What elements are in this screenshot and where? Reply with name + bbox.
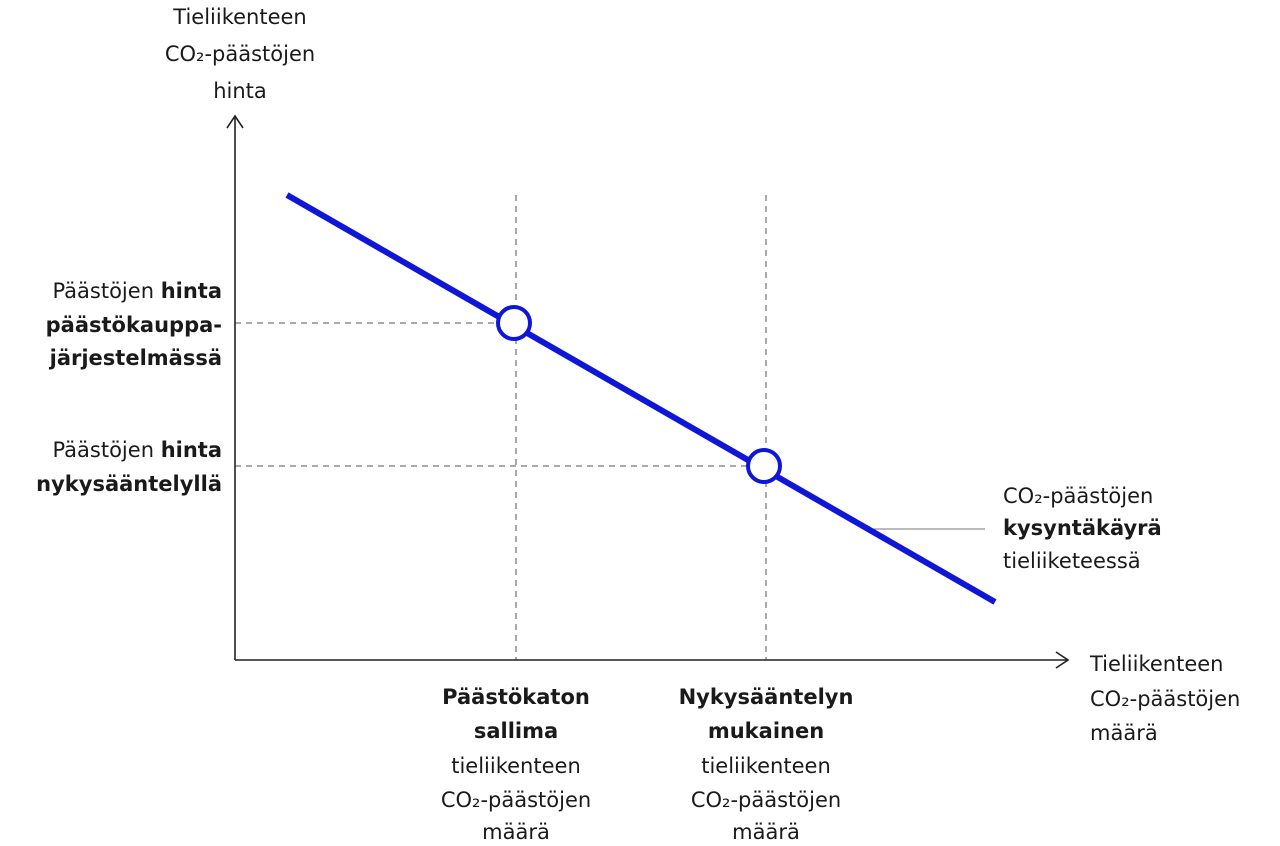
- label-line: CO₂-päästöjen: [441, 788, 591, 812]
- label-text: CO₂-päästöjen: [1003, 484, 1153, 508]
- label-line: Nykysääntelyn: [679, 685, 854, 709]
- label-text: päästökauppa-: [46, 313, 222, 337]
- axes: [226, 114, 1070, 669]
- equilibrium-point: [496, 305, 532, 341]
- quantity-current: Nykysääntelyn mukainen tieliikenteen CO₂-pä…: [679, 685, 854, 844]
- label-line: nykysääntelyllä: [36, 472, 222, 496]
- demand-curve: CO₂-päästöjen kysyntäkäyrä tieliiketeessä: [1003, 484, 1162, 573]
- label-line: tieliikenteen: [451, 754, 581, 778]
- price-ets: Päästöjen hinta päästökauppa-järjestelmäs…: [46, 279, 222, 370]
- y-axis-label: Tieliikenteen CO₂-päästöjen hinta: [165, 5, 315, 103]
- label-line: CO₂-päästöjen: [1090, 687, 1240, 711]
- label-text: hinta: [213, 79, 267, 103]
- x-axis-label: Tieliikenteen CO₂-päästöjen määrä: [1089, 652, 1240, 745]
- label-text: määrä: [482, 820, 550, 842]
- label-line: Päästöjen hinta: [52, 438, 222, 462]
- label-text: hinta: [161, 279, 222, 303]
- label-text: Päästöjen: [52, 279, 154, 303]
- label-line: Päästöjen hinta: [52, 279, 222, 303]
- label-text: CO₂-päästöjen: [1090, 687, 1240, 711]
- label-line: CO₂-päästöjen: [165, 42, 315, 66]
- label-line: Tieliikenteen: [1089, 652, 1223, 676]
- y-axis-arrow: [226, 114, 244, 129]
- label-text: mukainen: [708, 719, 824, 743]
- label-line: määrä: [732, 820, 800, 842]
- label-text: määrä: [732, 820, 800, 842]
- label-text: kysyntäkäyrä: [1003, 516, 1162, 540]
- x-axis-arrow: [1055, 651, 1070, 669]
- label-line: CO₂-päästöjen: [1003, 484, 1153, 508]
- demand-curve: [285, 192, 997, 605]
- label-line: mukainen: [708, 719, 824, 743]
- label-text: sallima: [474, 719, 558, 743]
- label-text: määrä: [1090, 721, 1158, 745]
- label-text: hinta: [161, 438, 222, 462]
- label-line: Päästökaton: [442, 685, 590, 709]
- label-line: Tieliikenteen: [172, 5, 306, 29]
- label-line: tieliikenteen: [701, 754, 831, 778]
- label-text: järjestelmässä: [49, 346, 222, 370]
- label-line: CO₂-päästöjen: [691, 788, 841, 812]
- label-text: CO₂-päästöjen: [441, 788, 591, 812]
- label-line: määrä: [1090, 721, 1158, 745]
- label-text: nykysääntelyllä: [36, 472, 222, 496]
- label-text: tieliikenteen: [701, 754, 831, 778]
- label-text: Päästökaton: [442, 685, 590, 709]
- label-text: Tieliikenteen: [1089, 652, 1223, 676]
- label-text: tieliiketeessä: [1003, 549, 1141, 573]
- guide-lines: [235, 195, 767, 660]
- label-line: sallima: [474, 719, 558, 743]
- price-current: Päästöjen hinta nykysääntelyllä: [36, 438, 222, 496]
- label-text: Päästöjen: [52, 438, 154, 462]
- label-line: hinta: [213, 79, 267, 103]
- label-text: Nykysääntelyn: [679, 685, 854, 709]
- quantity-cap: Päästökaton sallima tieliikenteen CO₂-pääst…: [441, 685, 591, 844]
- label-text: CO₂-päästöjen: [165, 42, 315, 66]
- label-text: tieliikenteen: [451, 754, 581, 778]
- label-line: päästökauppa-: [46, 313, 222, 337]
- label-line: määrä: [482, 820, 550, 842]
- equilibrium-point: [746, 448, 782, 484]
- label-line: kysyntäkäyrä: [1003, 516, 1162, 540]
- label-line: järjestelmässä: [49, 346, 222, 370]
- label-text: CO₂-päästöjen: [691, 788, 841, 812]
- label-text: Tieliikenteen: [172, 5, 306, 29]
- label-line: tieliiketeessä: [1003, 549, 1141, 573]
